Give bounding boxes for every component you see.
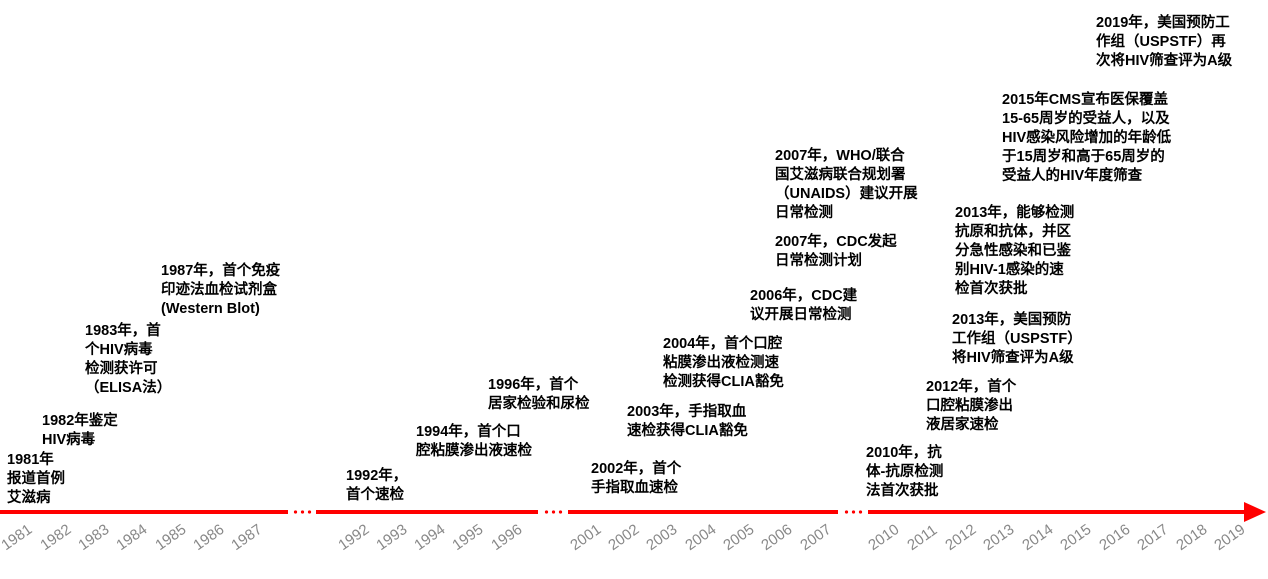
event-2002-finger: 2002年，首个 手指取血速检 [591, 461, 682, 496]
year-label: 1982 [37, 520, 75, 554]
year-label: 1986 [190, 520, 228, 554]
axis-arrow-head [1244, 502, 1266, 522]
event-2013-antigen-antibody: 2013年，能够检测 抗原和抗体，并区 分急性感染和已鉴 别HIV-1感染的速 … [955, 205, 1075, 297]
year-label: 2019 [1211, 520, 1249, 554]
year-label: 2007 [797, 520, 835, 554]
year-label: 2012 [942, 520, 980, 554]
event-2007-cdc: 2007年，CDC发起 日常检测计划 [775, 234, 897, 269]
year-label: 2011 [904, 521, 941, 554]
axis-segment-2000s [568, 510, 838, 514]
event-2003-finger-clia: 2003年，手指取血 速检获得CLIA豁免 [627, 404, 748, 439]
year-label: 1994 [411, 520, 449, 554]
year-label: 2015 [1057, 520, 1095, 554]
event-1981-aids: 1981年 报道首例 艾滋病 [7, 452, 65, 506]
year-label: 2017 [1134, 520, 1172, 554]
year-label: 1993 [373, 520, 411, 554]
year-label: 1985 [152, 520, 190, 554]
year-label: 2013 [980, 520, 1018, 554]
year-label: 2002 [605, 520, 643, 554]
year-label: 2010 [865, 520, 903, 554]
event-2010-ag-ab: 2010年，抗 体-抗原检测 法首次获批 [866, 445, 944, 499]
axis-segment-1980s [0, 510, 288, 514]
event-1992-rapid: 1992年， 首个速检 [346, 468, 408, 503]
year-label: 1984 [113, 520, 151, 554]
year-label: 1987 [228, 520, 266, 554]
event-1982-hiv: 1982年鉴定 HIV病毒 [42, 413, 118, 448]
event-1983-elisa: 1983年，首 个HIV病毒 检测获许可 （ELISA法） [85, 323, 172, 396]
year-label: 2014 [1019, 520, 1057, 554]
year-label: 2005 [720, 520, 758, 554]
year-label: 2006 [758, 520, 796, 554]
axis-break-dots [843, 510, 865, 514]
axis-break-dots [543, 510, 565, 514]
event-2012-oral-home: 2012年，首个 口腔粘膜渗出 液居家速检 [926, 379, 1017, 433]
event-2013-uspstf: 2013年，美国预防 工作组（USPSTF） 将HIV筛查评为A级 [952, 312, 1082, 366]
event-2007-who-unaids: 2007年，WHO/联合 国艾滋病联合规划署 （UNAIDS）建议开展 日常检测 [775, 148, 918, 221]
axis-segment-2010s [868, 510, 1246, 514]
year-label: 2004 [682, 520, 720, 554]
event-1987-western-blot: 1987年，首个免疫 印迹法血检试剂盒 (Western Blot) [161, 263, 281, 317]
event-2004-oral-clia: 2004年，首个口腔 粘膜渗出液检测速 检测获得CLIA豁免 [663, 336, 784, 390]
year-label: 1992 [335, 520, 373, 554]
year-label: 2003 [643, 520, 681, 554]
year-label: 1983 [75, 520, 113, 554]
year-label: 1995 [449, 520, 487, 554]
year-label: 1996 [488, 520, 526, 554]
year-label: 2001 [567, 520, 605, 554]
event-2015-cms: 2015年CMS宣布医保覆盖 15-65周岁的受益人，以及 HIV感染风险增加的… [1002, 92, 1172, 184]
event-2019-uspstf: 2019年，美国预防工 作组（USPSTF）再 次将HIV筛查评为A级 [1096, 15, 1233, 69]
event-2006-cdc: 2006年，CDC建 议开展日常检测 [750, 288, 858, 323]
event-1994-oral: 1994年，首个口 腔粘膜渗出液速检 [416, 424, 532, 459]
axis-segment-1990s [316, 510, 538, 514]
year-label: 2018 [1173, 520, 1211, 554]
year-label: 2016 [1096, 520, 1134, 554]
axis-break-dots [292, 510, 314, 514]
event-1996-home-urine: 1996年，首个 居家检验和尿检 [488, 377, 590, 412]
year-label: 1981 [0, 520, 36, 554]
